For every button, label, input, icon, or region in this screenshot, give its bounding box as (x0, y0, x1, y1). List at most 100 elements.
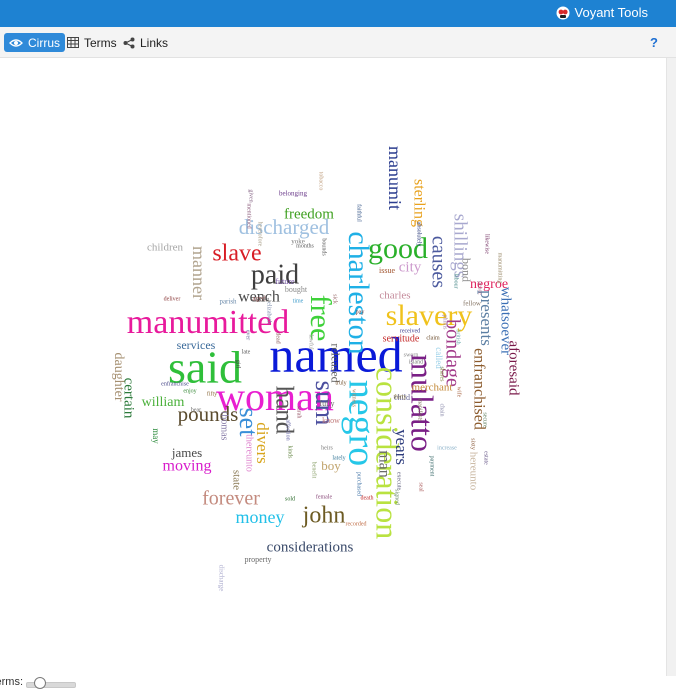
cloud-term-enfranchised[interactable]: enfranchised (470, 348, 487, 430)
cloud-term-witness[interactable]: witness (351, 389, 357, 408)
cloud-term-divers[interactable]: divers (253, 422, 272, 464)
cloud-term-sarah[interactable]: sarah (296, 406, 302, 419)
cloud-term-sold[interactable]: sold (285, 496, 295, 502)
cloud-term-causes[interactable]: causes (427, 236, 449, 288)
cloud-term-sixty[interactable]: sixty (470, 438, 476, 450)
cloud-term-enjoy[interactable]: enjoy (183, 388, 196, 394)
cloud-term-elizabeth[interactable]: elizabeth (266, 302, 272, 324)
cloud-term-phillis[interactable]: phillis (442, 314, 448, 330)
cloud-term-affection[interactable]: affection (285, 419, 292, 440)
cloud-term-consideration[interactable]: consideration (370, 367, 406, 539)
cloud-term-good[interactable]: good (368, 232, 428, 265)
cloud-term-sum[interactable]: sum (310, 380, 340, 425)
cloud-term-may[interactable]: may (151, 428, 161, 444)
cloud-term-woman[interactable]: woman (216, 374, 334, 419)
cloud-term-bear[interactable]: bear (191, 407, 201, 413)
help-icon[interactable]: ? (650, 35, 658, 50)
cloud-term-slave[interactable]: slave (212, 241, 261, 267)
cloud-term-released[interactable]: released (328, 343, 342, 382)
cloud-term-chain[interactable]: chain (439, 404, 445, 417)
cloud-term-given[interactable]: given (248, 189, 254, 202)
cloud-term-negroe[interactable]: negroe (470, 277, 508, 292)
cloud-term-likewise[interactable]: likewise (484, 234, 490, 254)
cloud-term-named[interactable]: named (269, 326, 402, 382)
word-cloud[interactable]: namedsaidwomanmanumittednegroconsiderati… (0, 58, 667, 676)
tab-cirrus[interactable]: Cirrus (4, 33, 65, 52)
cloud-term-bondage[interactable]: bondage (441, 319, 463, 387)
cloud-term-aforesaid[interactable]: aforesaid (506, 341, 522, 396)
cloud-term-boy[interactable]: boy (321, 458, 341, 473)
cloud-term-increase[interactable]: increase (437, 445, 457, 451)
cloud-term-state[interactable]: state (230, 470, 242, 490)
cloud-term-discharge[interactable]: discharge (217, 565, 225, 592)
cloud-term-set[interactable]: set (234, 408, 263, 438)
cloud-term-received[interactable]: received (400, 328, 420, 334)
cloud-term-island[interactable]: island (409, 359, 423, 365)
cloud-term-heretofore[interactable]: heretofore (257, 222, 264, 247)
cloud-term-kinds[interactable]: kinds (287, 445, 293, 459)
cloud-term-ever[interactable]: ever (245, 330, 251, 340)
cloud-term-bounds[interactable]: bounds (321, 238, 327, 256)
cloud-term-future[interactable]: future (275, 277, 295, 286)
cloud-term-months[interactable]: months (296, 243, 314, 249)
cloud-term-considerations[interactable]: considerations (267, 539, 354, 555)
cloud-term-seal[interactable]: seal (418, 482, 424, 492)
cloud-term-signed[interactable]: signed (394, 489, 400, 505)
cloud-term-pounds[interactable]: pounds (178, 402, 239, 426)
cloud-term-robert[interactable]: robert (255, 297, 270, 303)
cloud-term-forever[interactable]: forever (202, 488, 260, 510)
cloud-term-daughter[interactable]: daughter (111, 353, 126, 402)
cloud-term-purchased[interactable]: purchased (356, 472, 362, 496)
cloud-term-children[interactable]: children (147, 242, 184, 254)
cloud-term-yoke[interactable]: yoke (291, 238, 305, 246)
cloud-term-whatsoever[interactable]: whatsoever (498, 287, 514, 355)
cloud-term-slavery[interactable]: slavery (386, 299, 473, 332)
cloud-term-payment[interactable]: payment (429, 456, 435, 477)
cloud-term-fully[interactable]: fully (319, 399, 334, 408)
cloud-term-british[interactable]: british (455, 329, 461, 344)
cloud-term-benefit[interactable]: benefit (311, 462, 318, 479)
cloud-term-late[interactable]: late (242, 349, 251, 355)
cloud-term-wench[interactable]: wench (238, 289, 280, 306)
cloud-term-estate[interactable]: estate (483, 451, 489, 465)
cloud-term-execute[interactable]: execute (396, 472, 402, 491)
cloud-term-negro[interactable]: negro (340, 380, 382, 467)
cloud-term-john[interactable]: john (302, 503, 346, 529)
cloud-term-sterling[interactable]: sterling (410, 179, 427, 227)
cloud-term-presents[interactable]: presents (477, 290, 496, 346)
cloud-term-discharged[interactable]: discharged (239, 215, 330, 239)
cloud-term-recorded[interactable]: recorded (346, 521, 367, 527)
cloud-term-labour[interactable]: labour (453, 273, 459, 288)
cloud-term-aged[interactable]: aged (252, 295, 266, 303)
cloud-term-absolutely[interactable]: absolutely (416, 222, 422, 247)
cloud-term-said[interactable]: said (168, 342, 242, 393)
cloud-term-charleston[interactable]: charleston (342, 231, 375, 354)
cloud-term-sick[interactable]: sick (332, 294, 338, 304)
cloud-term-thirty[interactable]: thirty (394, 394, 407, 400)
cloud-term-hereunto[interactable]: hereunto (467, 452, 479, 491)
cloud-term-shares[interactable]: shares (439, 367, 445, 383)
cloud-term-merchant[interactable]: merchant (412, 382, 453, 394)
cloud-term-girl[interactable]: girl (235, 360, 241, 369)
cloud-term-hand[interactable]: hand (270, 386, 297, 435)
cloud-term-secure[interactable]: secure (482, 412, 488, 428)
cloud-term-time[interactable]: time (293, 298, 304, 304)
cloud-term-issue[interactable]: issue (379, 266, 395, 275)
cloud-term-know[interactable]: know (322, 416, 340, 425)
cloud-term-parish[interactable]: parish (219, 298, 237, 306)
cloud-term-death[interactable]: death (361, 495, 374, 501)
cloud-term-money[interactable]: money (236, 507, 285, 527)
cloud-term-charles[interactable]: charles (379, 290, 410, 302)
cloud-term-fellow[interactable]: fellow (463, 300, 482, 308)
cloud-term-shillings[interactable]: shillings (450, 214, 471, 278)
panel-scrollbar[interactable] (666, 58, 676, 676)
voyant-brand[interactable]: Voyant Tools (556, 5, 648, 20)
cloud-term-man[interactable]: man (375, 450, 392, 478)
cloud-term-moving[interactable]: moving (163, 458, 212, 475)
cloud-term-manumitted[interactable]: manumitted (127, 304, 289, 341)
cloud-term-fifty[interactable]: fifty (207, 390, 217, 397)
cloud-term-claim[interactable]: claim (426, 335, 440, 341)
cloud-term-deliver[interactable]: deliver (164, 296, 181, 302)
cloud-term-heirs[interactable]: heirs (321, 445, 333, 451)
cloud-term-dead[interactable]: dead (275, 332, 281, 343)
